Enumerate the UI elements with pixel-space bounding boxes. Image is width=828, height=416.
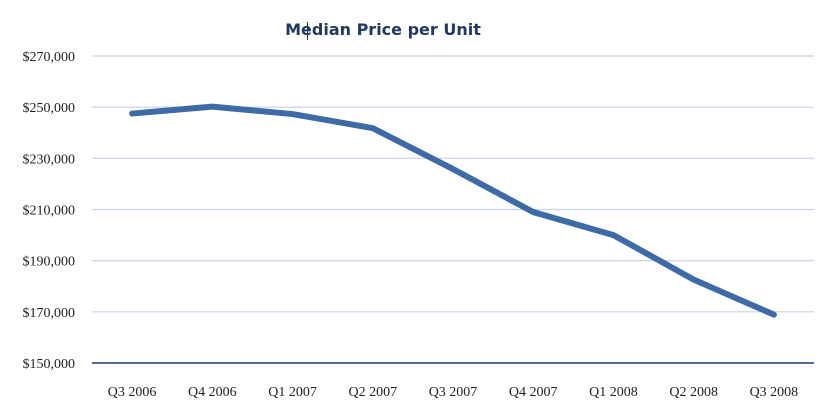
x-tick-label: Q1 2008 [589, 385, 638, 400]
x-tick-label: Q3 2007 [429, 385, 478, 400]
x-tick-label: Q3 2006 [108, 385, 157, 400]
x-tick-label: Q4 2006 [188, 385, 237, 400]
x-axis-tick-labels: Q3 2006 Q4 2006 Q1 2007 Q2 2007 Q3 2007 Q4 20… [108, 385, 798, 400]
x-tick-label: Q3 2008 [750, 385, 799, 400]
y-tick-label: $190,000 [23, 255, 76, 270]
gridlines [92, 55, 814, 313]
y-tick-label: $170,000 [23, 306, 76, 321]
chart-title: Median Price per Unit [285, 20, 481, 39]
y-tick-label: $250,000 [23, 101, 76, 116]
series-line [129, 103, 777, 318]
x-tick-label: Q2 2008 [669, 385, 718, 400]
x-tick-label: Q2 2007 [348, 385, 397, 400]
x-tick-label: Q1 2007 [268, 385, 317, 400]
x-tick-label: Q4 2007 [509, 385, 558, 400]
y-tick-label: $230,000 [23, 152, 76, 167]
y-tick-label: $150,000 [23, 357, 76, 372]
text-cursor [307, 22, 308, 40]
y-axis-tick-labels: $150,000 $170,000 $190,000 $210,000 $230,000… [23, 50, 76, 372]
y-tick-label: $210,000 [23, 204, 76, 219]
y-tick-label: $270,000 [23, 50, 76, 65]
